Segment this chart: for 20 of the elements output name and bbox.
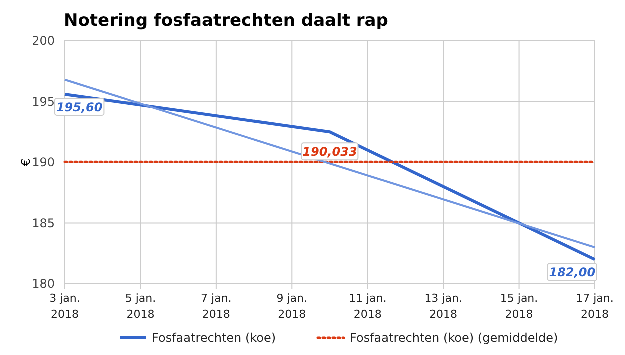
y-tick-label: 190 [32,156,55,170]
data-label: 195,60 [56,100,103,114]
x-tick-label: 15 jan. 2018 [500,292,538,321]
data-label: 182,00 [549,266,596,280]
x-tick-label: 7 jan. 2018 [201,292,232,321]
legend-label: Fosfaatrechten (koe) (gemiddelde) [350,331,558,345]
y-tick-label: 185 [32,216,55,230]
y-tick-label: 195 [32,94,55,109]
x-tick-label: 11 jan. 2018 [348,292,387,321]
y-axis-title: € [19,158,33,166]
x-tick-label: 13 jan. 2018 [424,292,462,321]
legend-label: Fosfaatrechten (koe) [152,331,276,345]
x-tick-label: 3 jan. 2018 [50,292,80,321]
annotation: 190,033 [302,145,358,160]
chart-title: Notering fosfaatrechten daalt rap [64,11,388,31]
y-tick-label: 200 [32,34,55,48]
x-tick-label: 9 jan. 2018 [276,292,308,321]
y-tick-label: 180 [32,277,55,291]
x-tick-label: 17 jan. 2018 [576,292,614,321]
x-tick-label: 5 jan. 2018 [125,292,156,321]
